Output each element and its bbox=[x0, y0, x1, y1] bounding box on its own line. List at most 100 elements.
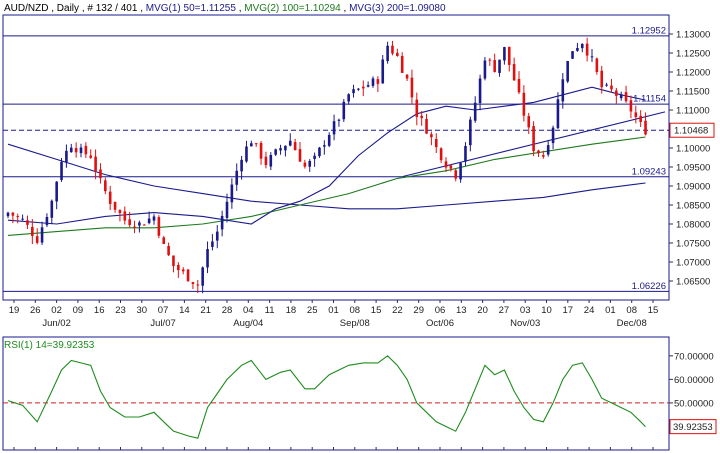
candle bbox=[605, 82, 608, 87]
candle bbox=[386, 41, 389, 64]
candle bbox=[79, 143, 83, 158]
candle bbox=[123, 206, 127, 225]
x-tick-label: 13 bbox=[456, 305, 467, 316]
candle-body bbox=[444, 161, 448, 168]
x-tick-label: 18 bbox=[286, 305, 297, 316]
candle bbox=[191, 281, 195, 289]
candle-body bbox=[133, 226, 136, 228]
candle-body bbox=[167, 245, 170, 256]
candle-body bbox=[31, 226, 34, 236]
current-price-label: 1.10468 bbox=[674, 126, 708, 137]
candle bbox=[142, 223, 146, 226]
candle-body bbox=[498, 59, 501, 73]
candle-body bbox=[644, 120, 647, 135]
y-tick-label: 1.06500 bbox=[676, 277, 710, 288]
candle bbox=[415, 92, 419, 126]
candle-body bbox=[454, 170, 458, 179]
candle bbox=[45, 213, 49, 228]
candle-body bbox=[332, 121, 336, 135]
y-tick-label: 1.08500 bbox=[676, 201, 710, 212]
candle-body bbox=[517, 78, 521, 93]
level-label: 1.11154 bbox=[633, 94, 666, 105]
candle bbox=[21, 214, 24, 221]
candle-body bbox=[478, 78, 482, 104]
x-tick-label: 08 bbox=[350, 305, 361, 316]
candle-body bbox=[74, 148, 78, 153]
candle-body bbox=[206, 249, 209, 268]
candle bbox=[55, 181, 58, 210]
candle-body bbox=[264, 156, 268, 166]
candle bbox=[308, 159, 312, 172]
candle bbox=[527, 112, 531, 135]
candle bbox=[172, 255, 175, 273]
candle bbox=[493, 53, 496, 73]
candle bbox=[430, 131, 433, 146]
candle-body bbox=[566, 61, 569, 82]
candle-body bbox=[181, 269, 185, 272]
candle-body bbox=[269, 154, 273, 167]
candle bbox=[264, 151, 268, 169]
candle bbox=[410, 69, 414, 105]
candle-body bbox=[556, 99, 560, 129]
candle-body bbox=[469, 119, 472, 146]
candle-body bbox=[147, 218, 151, 224]
header-symbol: AUD/NZD bbox=[4, 3, 48, 14]
price-axis: 1.130001.125001.120001.115001.110001.105… bbox=[669, 30, 715, 288]
candle bbox=[235, 163, 239, 191]
candle-body bbox=[65, 150, 68, 163]
candle-body bbox=[522, 92, 526, 116]
x-month-label: Dec/08 bbox=[617, 318, 647, 329]
candle bbox=[352, 84, 355, 98]
level-label: 1.09243 bbox=[632, 166, 666, 177]
candle-body bbox=[288, 140, 292, 146]
candle-body bbox=[327, 134, 331, 146]
candle bbox=[366, 81, 370, 88]
candle bbox=[40, 221, 44, 245]
candle-body bbox=[177, 264, 180, 271]
candle bbox=[551, 125, 555, 150]
candle bbox=[644, 112, 647, 136]
rsi-tick-label: 50.00000 bbox=[674, 398, 714, 409]
candle bbox=[11, 212, 15, 224]
candle bbox=[342, 99, 346, 123]
candle bbox=[347, 93, 350, 105]
candle-body bbox=[172, 255, 175, 267]
rsi-panel bbox=[2, 336, 670, 451]
x-tick-label: 29 bbox=[413, 305, 424, 316]
candle bbox=[561, 73, 565, 109]
candle bbox=[449, 164, 453, 172]
candle-body bbox=[323, 145, 326, 147]
candle-body bbox=[55, 181, 58, 202]
candle-body bbox=[571, 51, 574, 59]
y-tick-label: 1.09500 bbox=[676, 163, 710, 174]
candle bbox=[512, 57, 516, 81]
candle-body bbox=[352, 89, 355, 94]
candle-body bbox=[507, 46, 511, 65]
x-tick-label: 26 bbox=[30, 305, 41, 316]
candle-body bbox=[590, 56, 594, 58]
candle-body bbox=[142, 224, 146, 226]
candle-body bbox=[235, 170, 239, 185]
candle bbox=[464, 142, 467, 166]
candle bbox=[240, 155, 243, 180]
rsi-line bbox=[7, 355, 646, 439]
candle-body bbox=[186, 269, 190, 282]
candle-body bbox=[396, 52, 399, 56]
candle-body bbox=[50, 200, 54, 218]
candle-body bbox=[250, 143, 253, 147]
x-tick-label: 20 bbox=[477, 305, 488, 316]
time-axis: 19 26 02 09 16 23 30 07 14 21 28 04 11 18 25 01 08 15 22 29… bbox=[9, 300, 658, 450]
candle-body bbox=[94, 156, 97, 172]
y-tick-label: 1.13000 bbox=[676, 30, 710, 41]
candle bbox=[31, 219, 34, 245]
candle-body bbox=[580, 43, 584, 49]
candle bbox=[147, 211, 151, 225]
candle-body bbox=[313, 155, 316, 159]
candle-body bbox=[434, 138, 438, 148]
candle bbox=[400, 52, 404, 73]
candle bbox=[371, 76, 375, 88]
candle bbox=[284, 145, 287, 157]
level-label: 1.12952 bbox=[632, 25, 666, 36]
candle-body bbox=[464, 145, 467, 162]
x-month-label: Oct/06 bbox=[426, 318, 454, 329]
